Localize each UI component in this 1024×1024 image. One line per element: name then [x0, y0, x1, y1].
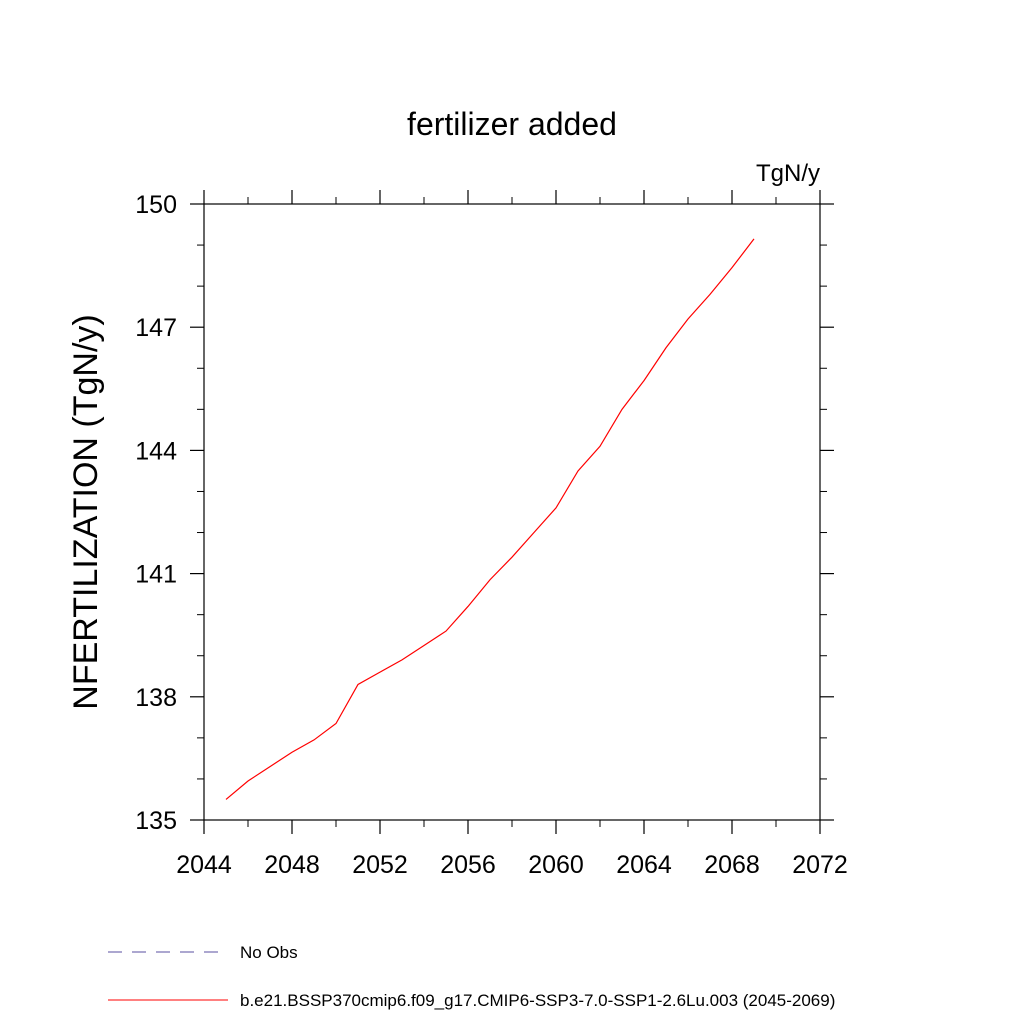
x-tick-label: 2052 [352, 851, 408, 879]
y-axis-label: NFERTILIZATION (TgN/y) [67, 314, 105, 709]
y-axis: 135 138 141 144 147 150 [135, 191, 834, 835]
y-tick-label: 138 [135, 684, 177, 712]
plot-frame [203, 203, 821, 821]
x-tick-label: 2056 [440, 851, 496, 879]
x-tick-label: 2048 [264, 851, 320, 879]
legend-label: b.e21.BSSP370cmip6.f09_g17.CMIP6-SSP3-7.… [240, 991, 835, 1010]
plot-border [203, 203, 821, 821]
series-layer [225, 238, 755, 800]
x-tick-label: 2064 [616, 851, 672, 879]
chart-title: fertilizer added [407, 106, 617, 142]
x-tick-label: 2072 [792, 851, 848, 879]
y-tick-label: 147 [135, 314, 177, 342]
x-tick-label: 2044 [176, 851, 232, 879]
x-tick-label: 2068 [704, 851, 760, 879]
x-tick-label: 2060 [528, 851, 584, 879]
legend-label: No Obs [240, 943, 298, 962]
y-tick-label: 144 [135, 437, 177, 465]
series-line [225, 238, 755, 800]
y-tick-label: 135 [135, 807, 177, 835]
y-tick-label: 150 [135, 191, 177, 219]
y-tick-label: 141 [135, 561, 177, 589]
units-label: TgN/y [756, 160, 820, 187]
legend: No Obs b.e21.BSSP370cmip6.f09_g17.CMIP6-S… [108, 943, 835, 1010]
x-axis: 2044 2048 2052 2056 2060 2064 2068 2072 [176, 190, 848, 879]
